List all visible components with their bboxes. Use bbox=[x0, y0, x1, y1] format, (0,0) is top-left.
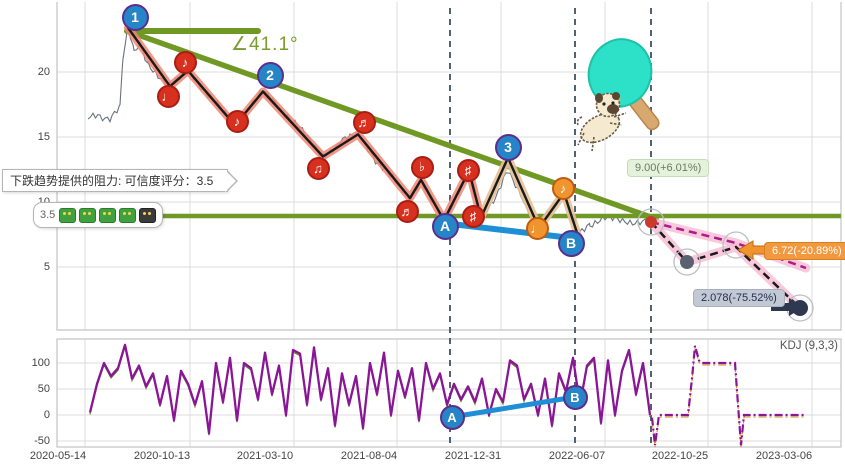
wave-marker-♭[interactable]: ♭ bbox=[410, 155, 434, 179]
trendline-angle-label: ∠41.1° bbox=[231, 34, 299, 55]
dog-paddle-sticker[interactable] bbox=[570, 25, 670, 165]
rating-icon-dark bbox=[139, 207, 157, 223]
y-axis-tick: 100 bbox=[31, 357, 50, 369]
wave-marker-3[interactable]: 3 bbox=[494, 133, 522, 161]
rating-icon-green bbox=[119, 207, 137, 223]
wave-marker-B[interactable]: B bbox=[562, 384, 588, 410]
resistance-tooltip-text: 下跌趋势提供的阻力: 可信度评分：3.5 bbox=[10, 174, 214, 188]
rating-icon-green bbox=[59, 207, 77, 223]
wave-marker-♯[interactable]: ♯ bbox=[461, 204, 485, 228]
wave-marker-♪[interactable]: ♪ bbox=[225, 109, 249, 133]
x-axis-tick: 2023-03-06 bbox=[755, 450, 813, 462]
y-axis-tick: 0 bbox=[43, 409, 50, 421]
wave-marker-A[interactable]: A bbox=[431, 212, 459, 240]
confidence-score: 3.5 bbox=[40, 209, 56, 221]
y-axis-tick: 15 bbox=[37, 131, 50, 143]
y-axis-tick: 50 bbox=[37, 383, 50, 395]
x-axis-tick: 2022-10-25 bbox=[651, 450, 709, 462]
paddle-icon bbox=[587, 38, 660, 131]
wave-marker-1[interactable]: 1 bbox=[121, 3, 149, 31]
resistance-tooltip: 下跌趋势提供的阻力: 可信度评分：3.5 bbox=[2, 169, 239, 192]
rating-icon-green bbox=[99, 207, 117, 223]
wave-marker-♬[interactable]: ♬ bbox=[352, 110, 376, 134]
price-target-label-up: 9.00(+6.01%) bbox=[627, 159, 710, 177]
wave-marker-B[interactable]: B bbox=[557, 229, 585, 257]
kdj-indicator-label: KDJ (9,3,3) bbox=[779, 340, 838, 352]
x-axis-tick: 2022-06-07 bbox=[548, 450, 606, 462]
wave-marker-♩[interactable]: ♩ bbox=[525, 216, 549, 240]
wave-marker-♪[interactable]: ♪ bbox=[173, 50, 197, 74]
wave-marker-♩[interactable]: ♩ bbox=[156, 84, 180, 108]
rating-icon-green bbox=[79, 207, 97, 223]
y-axis-tick: 20 bbox=[37, 66, 50, 78]
x-axis-tick: 2021-03-10 bbox=[236, 450, 294, 462]
confidence-rating-widget[interactable]: 3.5 bbox=[33, 202, 164, 228]
x-axis-tick: 2020-10-13 bbox=[133, 450, 191, 462]
navy-arrow-icon bbox=[771, 298, 804, 316]
y-axis-tick: 5 bbox=[43, 261, 50, 273]
confidence-rating-icons bbox=[59, 207, 157, 223]
wave-marker-♬[interactable]: ♬ bbox=[395, 199, 419, 223]
x-axis-tick: 2021-08-04 bbox=[340, 450, 398, 462]
price-target-label-down: 2.078(-75.52%) bbox=[693, 289, 785, 307]
x-axis-tick: 2021-12-31 bbox=[444, 450, 502, 462]
pug-face bbox=[595, 92, 620, 114]
y-axis-tick: -50 bbox=[34, 435, 50, 447]
wave-marker-A[interactable]: A bbox=[439, 404, 465, 430]
wave-marker-♪[interactable]: ♪ bbox=[551, 176, 575, 200]
wave-marker-♫[interactable]: ♫ bbox=[306, 156, 330, 180]
wave-marker-2[interactable]: 2 bbox=[256, 61, 284, 89]
wave-marker-♯[interactable]: ♯ bbox=[456, 158, 480, 182]
x-axis-tick: 2020-05-14 bbox=[29, 450, 87, 462]
price-target-label-mid: 6.72(-20.89%) bbox=[764, 242, 845, 260]
